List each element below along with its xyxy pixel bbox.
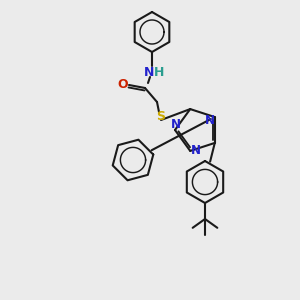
Text: N: N: [191, 144, 201, 158]
Text: N: N: [205, 114, 215, 127]
Text: O: O: [118, 79, 128, 92]
Text: N: N: [144, 65, 154, 79]
Text: H: H: [154, 65, 164, 79]
Text: S: S: [157, 110, 166, 122]
Text: N: N: [171, 118, 181, 130]
